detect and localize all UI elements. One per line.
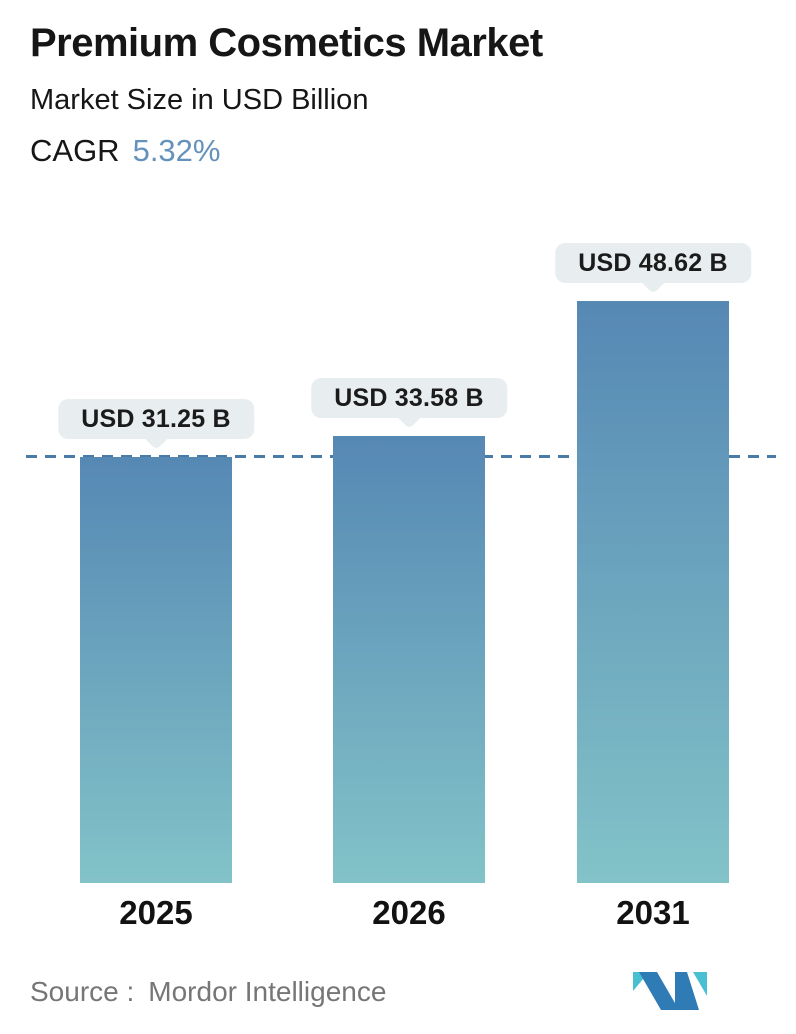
cagr-label: CAGR — [30, 133, 120, 168]
value-label-bubble-2025: USD 31.25 B — [58, 399, 254, 450]
source-line: Source : Mordor Intelligence — [30, 976, 386, 1008]
cagr-value: 5.32% — [132, 133, 221, 168]
chart-title: Premium Cosmetics Market — [30, 21, 543, 65]
plot-area: USD 31.25 B 2025 USD 33.58 B 2026 USD 48… — [26, 243, 776, 931]
source-label: Source : — [30, 976, 135, 1007]
cagr-row: CAGR 5.32% — [30, 135, 543, 166]
x-axis-label-2025: 2025 — [119, 894, 193, 931]
value-label-bubble-2031: USD 48.62 B — [555, 243, 751, 294]
bar-2025[interactable] — [80, 457, 232, 883]
value-label-bubble-2026: USD 33.58 B — [311, 378, 507, 429]
value-label-2026: USD 33.58 B — [334, 384, 484, 412]
source-name: Mordor Intelligence — [148, 976, 387, 1007]
bar-2031[interactable] — [577, 301, 729, 883]
bar-2026[interactable] — [333, 436, 485, 883]
chart-header: Premium Cosmetics Market Market Size in … — [30, 22, 543, 166]
value-label-2031: USD 48.62 B — [578, 249, 728, 277]
value-label-2025: USD 31.25 B — [81, 405, 231, 433]
x-axis-label-2031: 2031 — [616, 894, 690, 931]
chart-subtitle: Market Size in USD Billion — [30, 84, 369, 116]
x-axis-label-2026: 2026 — [372, 894, 446, 931]
mordor-intelligence-logo — [633, 972, 707, 1010]
